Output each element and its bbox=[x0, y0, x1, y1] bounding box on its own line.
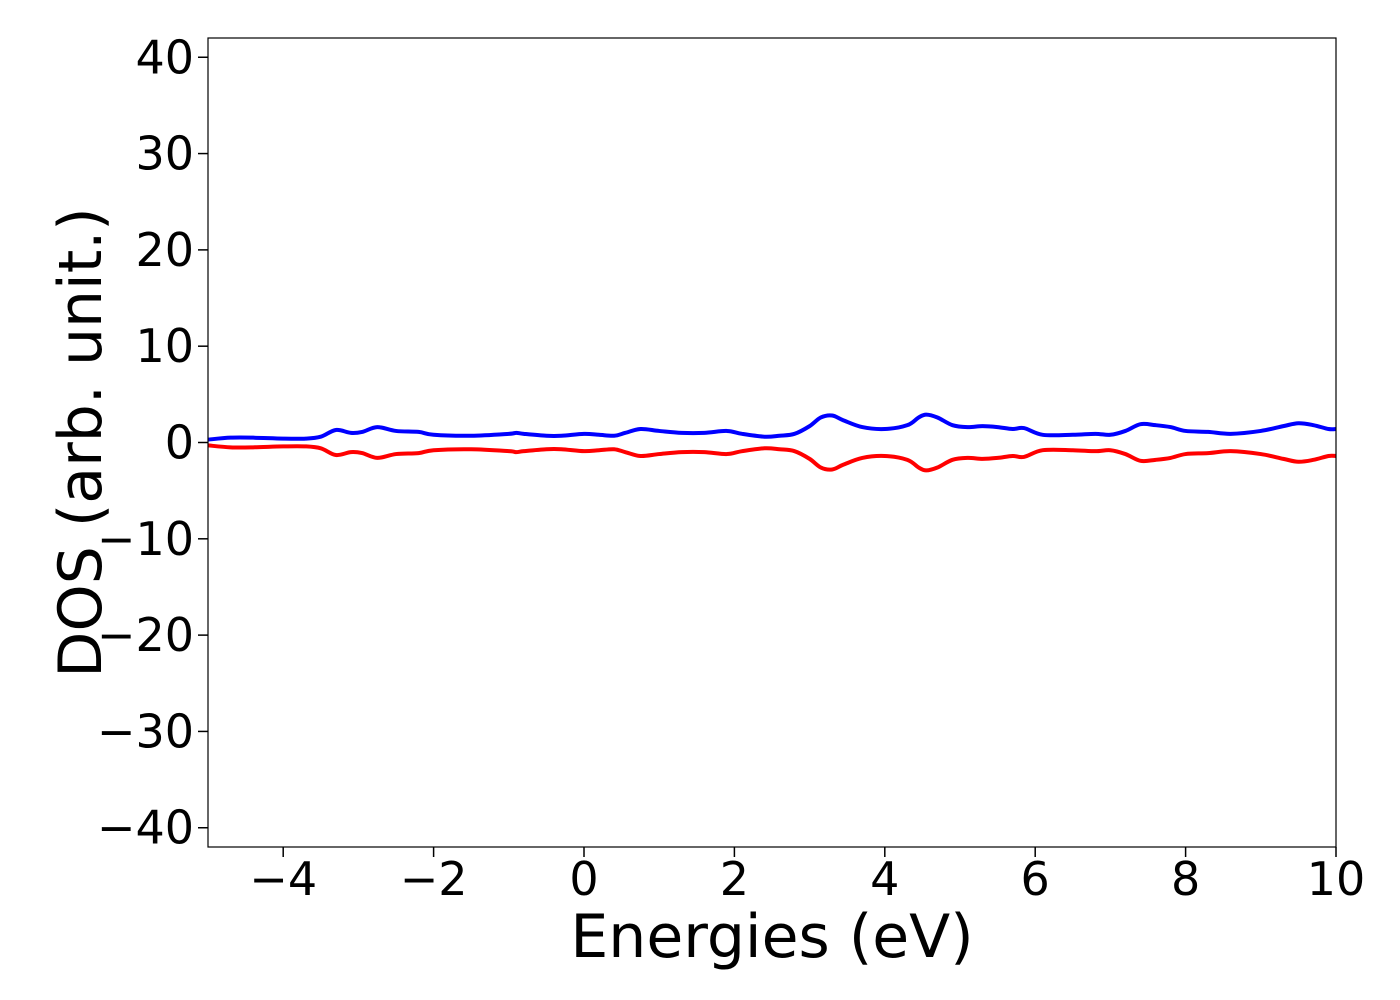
y-tick-label: 30 bbox=[135, 127, 194, 181]
y-tick-label: 0 bbox=[165, 416, 194, 470]
y-tick-label: 10 bbox=[135, 319, 194, 373]
x-tick-label: −4 bbox=[249, 852, 317, 906]
x-tick-label: 0 bbox=[569, 852, 598, 906]
x-axis-ticks: −4 −2 0 2 4 6 8 10 bbox=[249, 847, 1365, 906]
y-axis-title: DOS (arb. unit.) bbox=[46, 207, 116, 677]
x-axis-title: Energies (eV) bbox=[570, 902, 973, 972]
series-line-2 bbox=[208, 443, 1336, 473]
y-tick-label: 20 bbox=[135, 223, 194, 277]
y-tick-label: −40 bbox=[97, 801, 194, 855]
series-line-1 bbox=[208, 412, 1336, 442]
x-tick-label: 10 bbox=[1307, 852, 1366, 906]
x-tick-label: −2 bbox=[400, 852, 468, 906]
x-tick-label: 2 bbox=[720, 852, 749, 906]
y-tick-label: −30 bbox=[97, 704, 194, 758]
x-tick-label: 6 bbox=[1021, 852, 1050, 906]
x-tick-label: 8 bbox=[1171, 852, 1200, 906]
y-tick-label: 40 bbox=[135, 30, 194, 84]
y-tick-label: −20 bbox=[97, 608, 194, 662]
series-layer bbox=[208, 412, 1336, 473]
y-axis-ticks: 40 30 20 10 0 −10 −20 −30 −40 bbox=[97, 30, 208, 855]
y-tick-label: −10 bbox=[97, 512, 194, 566]
x-tick-label: 4 bbox=[870, 852, 899, 906]
